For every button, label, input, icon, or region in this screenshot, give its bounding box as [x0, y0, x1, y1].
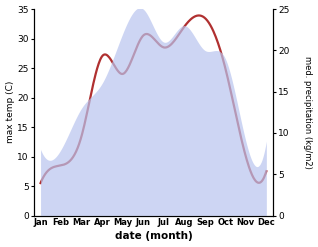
Y-axis label: med. precipitation (kg/m2): med. precipitation (kg/m2)	[303, 56, 313, 169]
X-axis label: date (month): date (month)	[114, 231, 192, 242]
Y-axis label: max temp (C): max temp (C)	[5, 81, 15, 144]
